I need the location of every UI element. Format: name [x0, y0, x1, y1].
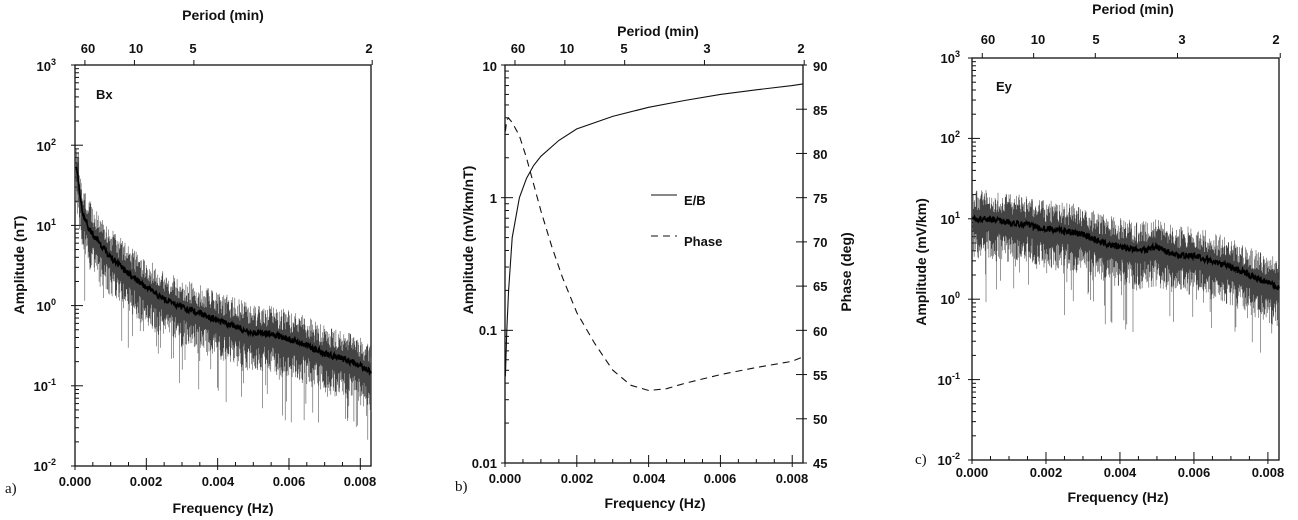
panel-b-y2-tick-label: 80 — [813, 147, 827, 162]
panel-b-y2-tick-label: 50 — [813, 412, 827, 427]
panel-b-y2-axis-title: Phase (deg) — [838, 232, 854, 311]
panel-c-y-axis-title: Amplitude (mV/km) — [913, 198, 929, 326]
panel-c-top-axis-title: Period (min) — [1092, 1, 1174, 17]
panel-b-x-axis-title: Frequency (Hz) — [604, 495, 705, 511]
panel-a-y-tick-label: 102 — [37, 137, 56, 154]
series-phase-line — [504, 117, 804, 392]
panel-c-top-tick: 60 — [981, 32, 995, 47]
panel-b-y-tick-label: 10 — [483, 59, 497, 74]
panel-b-y-tick-label: 0.1 — [479, 323, 497, 338]
panel-b-series — [504, 83, 804, 392]
panel-a-series-title: Bx — [96, 87, 113, 102]
panel-b-top-axis-title: Period (min) — [617, 23, 699, 39]
panel-a-spectrum-spikes — [75, 149, 372, 440]
panel-b-top-tick: 2 — [797, 41, 804, 56]
panel-a-y-tick-label: 100 — [37, 297, 56, 314]
panel-b-y2-tick-label: 85 — [813, 103, 827, 118]
panel-b-x-tick-label: 0.004 — [633, 471, 666, 486]
panel-c-series — [972, 190, 1280, 353]
panel-c-top-tick: 2 — [1272, 32, 1279, 47]
panel-a-frame — [74, 64, 372, 467]
panel-c-spectrum-spikes — [972, 190, 1280, 353]
panel-b-y2-tick-label: 75 — [813, 191, 827, 206]
panel-a-y-tick-label: 10-1 — [34, 377, 56, 394]
panel-b-y2-tick-label: 45 — [813, 456, 827, 471]
panel-a-spectrum-line — [75, 166, 372, 376]
panel-c-x-tick-label: 0.006 — [1178, 465, 1211, 480]
panel-b-top-tick: 3 — [703, 41, 710, 56]
panel-c-y-tick-label: 101 — [941, 210, 960, 227]
panel-b-y-axis-title: Amplitude (mV/km/nT) — [460, 166, 476, 315]
panel-a-series — [75, 149, 372, 440]
panel-b-y2-tick-label: 65 — [813, 279, 827, 294]
panel-a-x-tick-label: 0.008 — [344, 474, 377, 489]
panel-a-top-tick: 60 — [81, 41, 95, 56]
panel-c-top-tick: 5 — [1092, 32, 1099, 47]
panel-b-x-tick-label: 0.008 — [776, 471, 809, 486]
panel-b-x-tick-label: 0.002 — [561, 471, 594, 486]
panel-a: Period (min) 60 10 5 2 0.000 0.002 0.004… — [5, 7, 376, 516]
series-e-b-line — [504, 83, 804, 377]
panel-c: Period (min) 60 10 5 3 2 0.000 0.002 0.0… — [913, 1, 1284, 505]
panel-c-spectrum-line — [972, 214, 1280, 291]
panel-a-top-tick: 10 — [129, 41, 143, 56]
panel-c-y-tick-label: 10-1 — [938, 371, 960, 388]
panel-a-top-tick: 5 — [189, 41, 196, 56]
panel-c-letter: c) — [915, 452, 927, 468]
panel-b-y-tick-label: 0.01 — [472, 456, 497, 471]
panel-a-top-axis-title: Period (min) — [182, 7, 264, 23]
panel-a-x-tick-label: 0.006 — [273, 474, 306, 489]
panel-c-x-tick-label: 0.004 — [1104, 465, 1137, 480]
panel-a-y-tick-label: 103 — [37, 57, 56, 74]
panel-b-y2-tick-label: 55 — [813, 368, 827, 383]
panel-c-top-tick: 10 — [1031, 32, 1045, 47]
panel-c-x-tick-label: 0.008 — [1252, 465, 1285, 480]
panel-a-x-tick-label: 0.004 — [202, 474, 235, 489]
panel-b: Period (min) 60 10 5 3 2 0.000 0.002 0.0… — [455, 23, 854, 511]
panel-a-x-tick-label: 0.000 — [59, 474, 92, 489]
panel-a-x-tick-label: 0.002 — [130, 474, 163, 489]
panel-b-y2-tick-label: 90 — [813, 59, 827, 74]
panel-b-y2-tick-label: 70 — [813, 235, 827, 250]
panel-c-top-tick: 3 — [1178, 32, 1185, 47]
panel-b-letter: b) — [455, 479, 468, 495]
panel-c-x-tick-label: 0.002 — [1030, 465, 1063, 480]
panel-c-y-tick-label: 100 — [941, 290, 960, 307]
panel-b-top-tick: 60 — [511, 41, 525, 56]
panel-b-top-tick: 5 — [620, 41, 627, 56]
panel-c-y-tick-label: 102 — [941, 129, 960, 146]
panel-c-x-axis-title: Frequency (Hz) — [1067, 489, 1168, 505]
panel-c-series-title: Ey — [996, 79, 1013, 94]
panel-c-y-tick-label: 103 — [941, 49, 960, 66]
panel-b-x-tick-label: 0.000 — [489, 471, 522, 486]
legend-label-eb: E/B — [684, 193, 706, 208]
panel-b-frame — [504, 64, 804, 464]
panel-b-top-tick: 10 — [560, 41, 574, 56]
panel-b-y2-tick-label: 60 — [813, 324, 827, 339]
panel-b-y-tick-label: 1 — [490, 191, 497, 206]
panel-a-letter: a) — [5, 481, 17, 497]
panel-c-frame — [971, 57, 1280, 461]
panel-a-y-tick-label: 10-2 — [34, 457, 56, 474]
panel-a-y-axis-title: Amplitude (nT) — [11, 216, 27, 315]
panel-c-y-tick-label: 10-2 — [938, 451, 960, 468]
panel-a-top-tick: 2 — [365, 41, 372, 56]
panel-a-x-axis-title: Frequency (Hz) — [172, 500, 273, 516]
legend-label-phase: Phase — [684, 234, 722, 249]
panel-c-x-tick-label: 0.000 — [956, 465, 989, 480]
panel-b-x-tick-label: 0.006 — [704, 471, 737, 486]
panel-b-ticks — [501, 60, 807, 467]
panel-a-y-tick-label: 101 — [37, 217, 56, 234]
